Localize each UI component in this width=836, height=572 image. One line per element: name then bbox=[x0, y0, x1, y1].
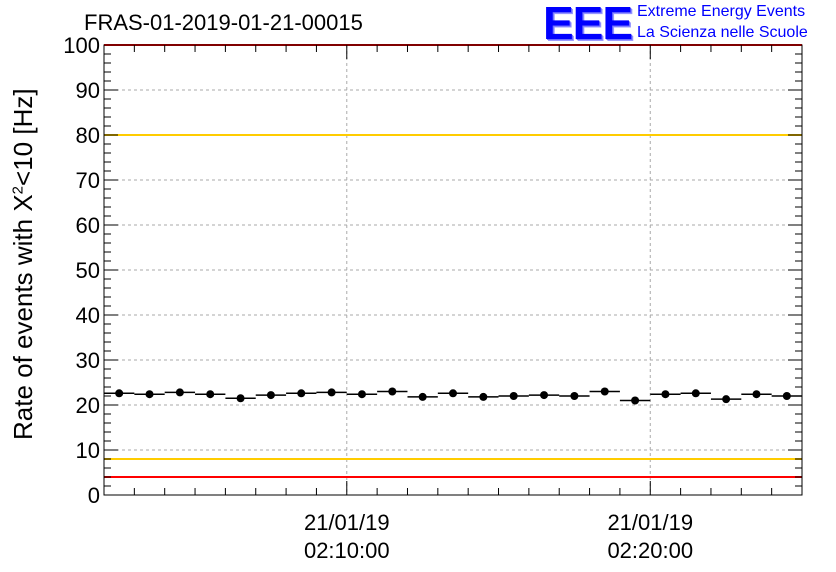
x-tick-label-date: 21/01/19 bbox=[607, 510, 693, 535]
data-point-marker bbox=[479, 392, 488, 401]
data-point-marker bbox=[175, 388, 184, 397]
x-tick-label-time: 02:20:00 bbox=[607, 538, 693, 563]
data-point bbox=[498, 392, 529, 400]
x-tick-label-time: 02:10:00 bbox=[304, 538, 390, 563]
x-tick-label-date: 21/01/19 bbox=[304, 510, 390, 535]
data-point-marker bbox=[449, 389, 457, 398]
logo-line-2: La Scienza nelle Scuole bbox=[637, 24, 808, 41]
data-point-marker bbox=[600, 387, 609, 396]
tick-labels: 0 10 20 30 40 50 60 70 80 90 100 21/01/19 02:10:00 21… bbox=[63, 33, 693, 563]
data-point-marker bbox=[661, 390, 670, 399]
data-point-marker bbox=[266, 391, 275, 400]
y-tick-label: 20 bbox=[76, 393, 100, 418]
data-point bbox=[164, 388, 196, 397]
data-point bbox=[286, 389, 317, 398]
data-point-marker bbox=[206, 390, 215, 399]
data-point bbox=[407, 392, 438, 401]
data-point-marker bbox=[570, 392, 579, 400]
data-point bbox=[316, 388, 347, 397]
data-point bbox=[346, 390, 378, 399]
y-tick-label: 40 bbox=[76, 303, 100, 328]
data-point-marker bbox=[691, 389, 700, 398]
data-point bbox=[589, 387, 620, 396]
reference-lines bbox=[104, 44, 802, 478]
y-tick-label: 60 bbox=[76, 213, 100, 238]
data-point bbox=[619, 396, 651, 405]
axes bbox=[103, 44, 803, 496]
data-point-marker bbox=[297, 389, 306, 398]
data-point bbox=[680, 389, 711, 398]
data-layer bbox=[104, 387, 802, 405]
data-point bbox=[255, 391, 287, 400]
logo-line-1: Extreme Energy Events bbox=[637, 3, 806, 20]
data-point-marker bbox=[327, 388, 336, 397]
y-tick-label: 0 bbox=[88, 483, 100, 508]
data-point bbox=[741, 390, 772, 399]
y-tick-label: 80 bbox=[76, 123, 100, 148]
y-tick-label: 50 bbox=[76, 258, 100, 283]
y-tick-label: 10 bbox=[76, 438, 100, 463]
data-point bbox=[559, 392, 590, 400]
grid-layer bbox=[104, 45, 802, 495]
data-point bbox=[468, 392, 499, 401]
data-point bbox=[528, 391, 560, 400]
data-point-marker bbox=[145, 390, 154, 399]
data-point bbox=[104, 389, 135, 398]
data-point bbox=[195, 390, 226, 399]
data-point-marker bbox=[540, 391, 549, 400]
plot-frame bbox=[103, 44, 803, 496]
y-tick-label: 30 bbox=[76, 348, 100, 373]
data-point bbox=[437, 389, 469, 398]
data-point bbox=[771, 392, 802, 400]
data-point-marker bbox=[388, 387, 397, 396]
data-point bbox=[134, 390, 165, 399]
y-tick-label: 70 bbox=[76, 168, 100, 193]
data-point-marker bbox=[631, 396, 640, 405]
data-point bbox=[650, 390, 681, 399]
data-point-marker bbox=[418, 392, 427, 401]
y-tick-label: 90 bbox=[76, 78, 100, 103]
data-point-marker bbox=[357, 390, 366, 399]
data-point-marker bbox=[509, 392, 518, 400]
chart-title: FRAS-01-2019-01-21-00015 bbox=[84, 10, 363, 35]
data-point bbox=[377, 387, 408, 396]
data-point bbox=[710, 395, 742, 404]
data-point-marker bbox=[115, 389, 124, 398]
data-point-marker bbox=[782, 392, 791, 400]
data-point-marker bbox=[236, 394, 245, 403]
data-point-marker bbox=[752, 390, 761, 399]
y-tick-label: 100 bbox=[63, 33, 100, 58]
data-point-marker bbox=[722, 395, 731, 404]
data-point bbox=[225, 394, 256, 403]
eee-logo: EEE bbox=[543, 0, 633, 49]
